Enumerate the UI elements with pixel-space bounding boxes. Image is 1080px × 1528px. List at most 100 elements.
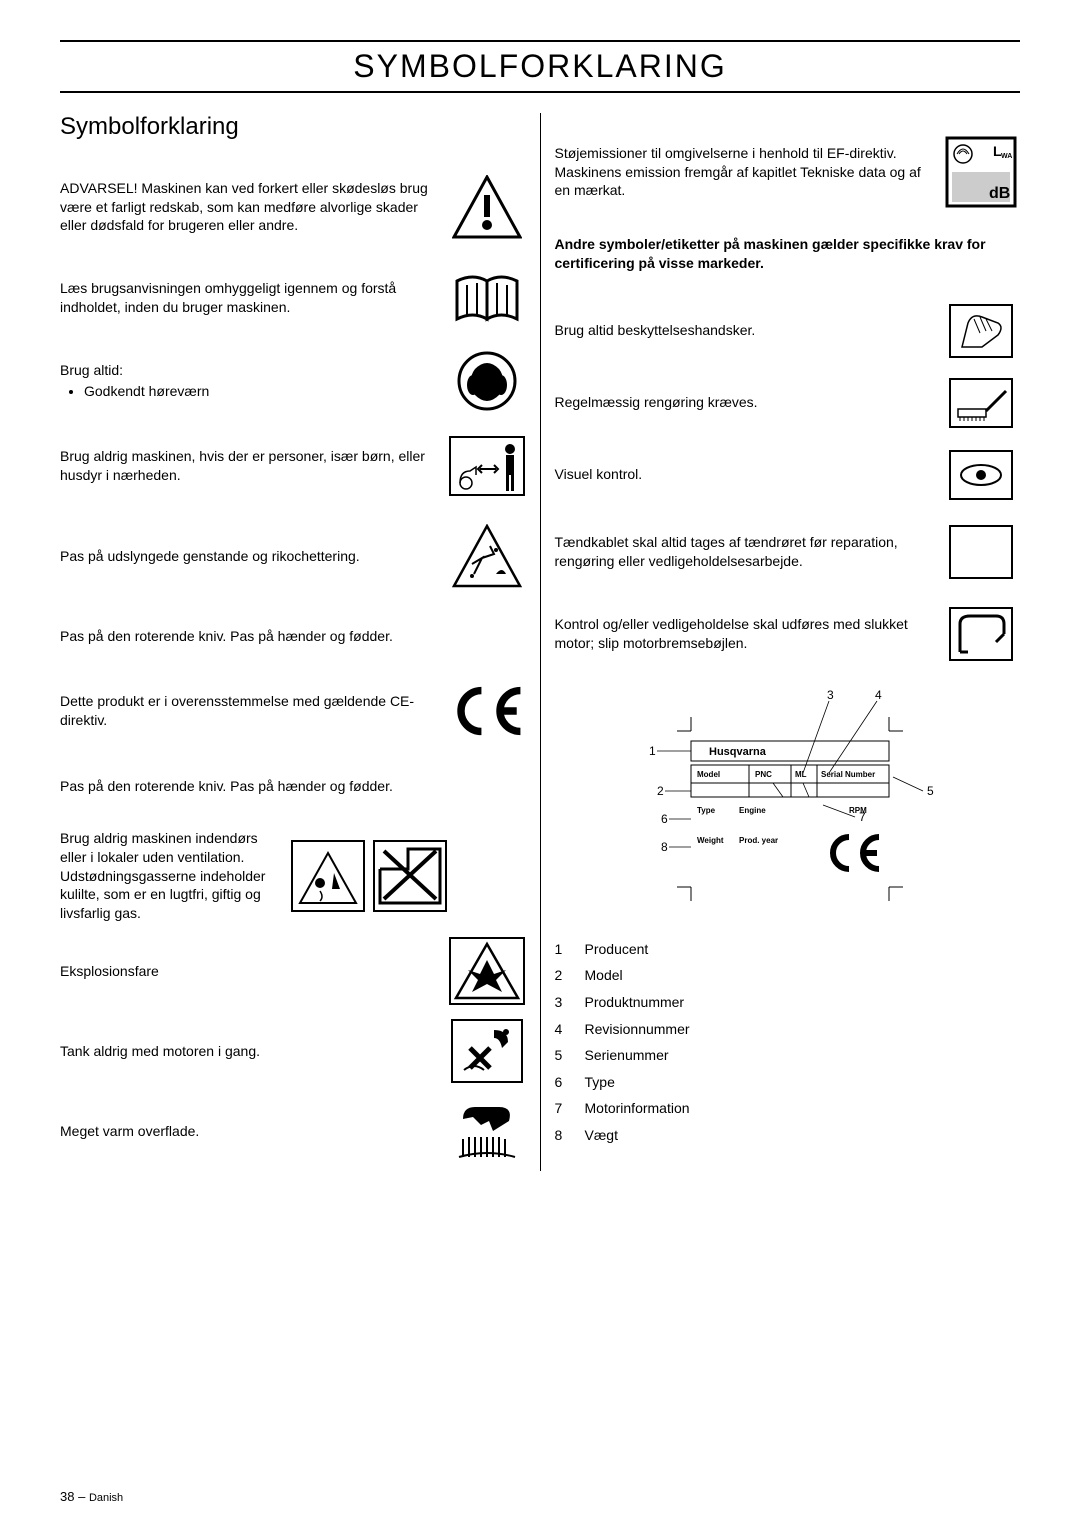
ce-mark-icon: [448, 681, 526, 741]
ear-protection-icon: [448, 351, 526, 411]
row-blade-1: Pas på den roterende kniv. Pas på hænder…: [60, 601, 526, 671]
legend-2-num: 2: [555, 962, 569, 989]
legend-3: 3 Produktnummer: [555, 989, 1021, 1016]
legend-3-text: Produktnummer: [585, 989, 685, 1016]
manual-page: SYMBOLFORKLARING Symbolforklaring ADVARS…: [0, 0, 1080, 1528]
row-indoor: Brug aldrig maskinen indendørs eller i l…: [60, 821, 526, 931]
visual-text: Visuel kontrol.: [555, 465, 933, 484]
legend-7: 7Motorinformation: [555, 1095, 1021, 1122]
row-ricochet: Pas på udslyngede genstande og rikochett…: [60, 511, 526, 601]
noise-label-icon: L WA dB: [942, 136, 1020, 208]
plate-n3: 3: [827, 688, 834, 702]
legend-5: 5 Serienummer: [555, 1042, 1021, 1069]
blank-box-icon: [942, 525, 1020, 579]
legend-5-num: 5: [555, 1042, 569, 1069]
warning-triangle-icon: [448, 175, 526, 239]
row-read-manual: Læs brugsanvisningen omhyggeligt igennem…: [60, 255, 526, 341]
plate-n6: 6: [661, 812, 668, 826]
noise-text: Støjemissioner til omgivelserne i henhol…: [555, 144, 933, 201]
open-book-icon: [448, 271, 526, 325]
plate-brand: Husqvarna: [709, 746, 767, 758]
page-title: SYMBOLFORKLARING: [60, 46, 1020, 91]
legend-2: 2 Model: [555, 962, 1021, 989]
row-keep-away: Brug aldrig maskinen, hvis der er person…: [60, 421, 526, 511]
page-footer: 38 – Danish: [60, 1489, 123, 1504]
plate-n2: 2: [657, 784, 664, 798]
cleaning-text: Regelmæssig rengøring kræves.: [555, 393, 933, 412]
legend-1: 1 Producent: [555, 936, 1021, 963]
plate-n5: 5: [927, 784, 934, 798]
refuel-text: Tank aldrig med motoren i gang.: [60, 1042, 438, 1061]
brake-handle-icon: [942, 606, 1020, 662]
db-text: dB: [989, 185, 1010, 202]
legend-4-text: Revisionnummer: [585, 1016, 690, 1043]
plate-pnc-label: PNC: [755, 770, 772, 779]
explosion-text: Eksplosionsfare: [60, 962, 438, 981]
row-noise: Støjemissioner til omgivelserne i henhol…: [555, 127, 1021, 217]
legend-4: 4 Revisionnummer: [555, 1016, 1021, 1043]
legend-8-text: Vægt: [585, 1122, 618, 1149]
gloves-icon: [942, 303, 1020, 359]
warning-text: ADVARSEL! Maskinen kan ved forkert eller…: [60, 179, 438, 236]
plate-n8: 8: [661, 840, 668, 854]
plate-n4: 4: [875, 688, 882, 702]
row-refuel: Tank aldrig med motoren i gang.: [60, 1011, 526, 1091]
plate-engine-label: Engine: [739, 806, 766, 815]
legend-8: 8 Vægt: [555, 1122, 1021, 1149]
plate-n1: 1: [649, 744, 656, 758]
row-hearing: Brug altid: Godkendt høreværn: [60, 341, 526, 421]
legend-4-num: 4: [555, 1016, 569, 1043]
legend-6: 6 Type: [555, 1069, 1021, 1096]
rule-under-title: [60, 91, 1020, 93]
row-ce: Dette produkt er i overensstemmelse med …: [60, 671, 526, 751]
plate-model-label: Model: [697, 770, 720, 779]
plate-serial-label: Serial Number: [821, 770, 875, 779]
hearing-lead: Brug altid:: [60, 362, 123, 378]
legend-8-num: 8: [555, 1122, 569, 1149]
legend-6-num: 6: [555, 1069, 569, 1096]
legend-3-num: 3: [555, 989, 569, 1016]
explosion-icon: [448, 936, 526, 1006]
gloves-text: Brug altid beskyttelseshandsker.: [555, 321, 933, 340]
row-warning: ADVARSEL! Maskinen kan ved forkert eller…: [60, 159, 526, 255]
ricochet-text: Pas på udslyngede genstande og rikochett…: [60, 547, 438, 566]
legend-5-text: Serienummer: [585, 1042, 669, 1069]
cert-note: Andre symboler/etiketter på maskinen gæl…: [555, 235, 1021, 273]
rating-plate-diagram: 3 4 1 2 5 6 7 8: [627, 687, 947, 922]
no-refuel-running-icon: [448, 1018, 526, 1084]
hearing-list: Godkendt høreværn: [60, 382, 438, 401]
plate-ml-label: ML: [795, 770, 807, 779]
ce-text: Dette produkt er i overensstemmelse med …: [60, 692, 438, 730]
blade-text-2: Pas på den roterende kniv. Pas på hænder…: [60, 777, 438, 796]
plate-rpm-label: RPM: [849, 806, 867, 815]
blade-text-1: Pas på den roterende kniv. Pas på hænder…: [60, 627, 438, 646]
keep-distance-icon: [448, 435, 526, 497]
row-hot: Meget varm overflade.: [60, 1091, 526, 1171]
row-cleaning: Regelmæssig rengøring kræves.: [555, 367, 1021, 439]
keep-away-text: Brug aldrig maskinen, hvis der er person…: [60, 447, 438, 485]
row-visual: Visuel kontrol.: [555, 439, 1021, 511]
legend-1-text: Producent: [585, 936, 649, 963]
hot-surface-icon: [448, 1101, 526, 1161]
brush-icon: [942, 377, 1020, 429]
row-sparkplug: Tændkablet skal altid tages af tændrøret…: [555, 511, 1021, 593]
row-blade-2: Pas på den roterende kniv. Pas på hænder…: [60, 751, 526, 821]
right-column: Støjemissioner til omgivelserne i henhol…: [541, 113, 1021, 1171]
sparkplug-text: Tændkablet skal altid tages af tændrøret…: [555, 533, 933, 571]
engine-off-text: Kontrol og/eller vedligeholdelse skal ud…: [555, 615, 933, 653]
plate-type-label: Type: [697, 806, 716, 815]
section-heading: Symbolforklaring: [60, 113, 526, 141]
row-gloves: Brug altid beskyttelseshandsker.: [555, 295, 1021, 367]
hearing-bullet: Godkendt høreværn: [84, 382, 438, 401]
row-engine-off: Kontrol og/eller vedligeholdelse skal ud…: [555, 593, 1021, 675]
row-explosion: Eksplosionsfare: [60, 931, 526, 1011]
two-column-layout: Symbolforklaring ADVARSEL! Maskinen kan …: [60, 113, 1020, 1171]
legend-2-text: Model: [585, 962, 623, 989]
legend-6-text: Type: [585, 1069, 615, 1096]
left-column: Symbolforklaring ADVARSEL! Maskinen kan …: [60, 113, 540, 1171]
page-language: Danish: [89, 1492, 123, 1504]
read-manual-text: Læs brugsanvisningen omhyggeligt igennem…: [60, 279, 438, 317]
legend-1-num: 1: [555, 936, 569, 963]
plate-legend: 1 Producent 2 Model 3 Produktnummer 4 Revisi…: [555, 936, 1021, 1149]
rule-top: [60, 40, 1020, 42]
